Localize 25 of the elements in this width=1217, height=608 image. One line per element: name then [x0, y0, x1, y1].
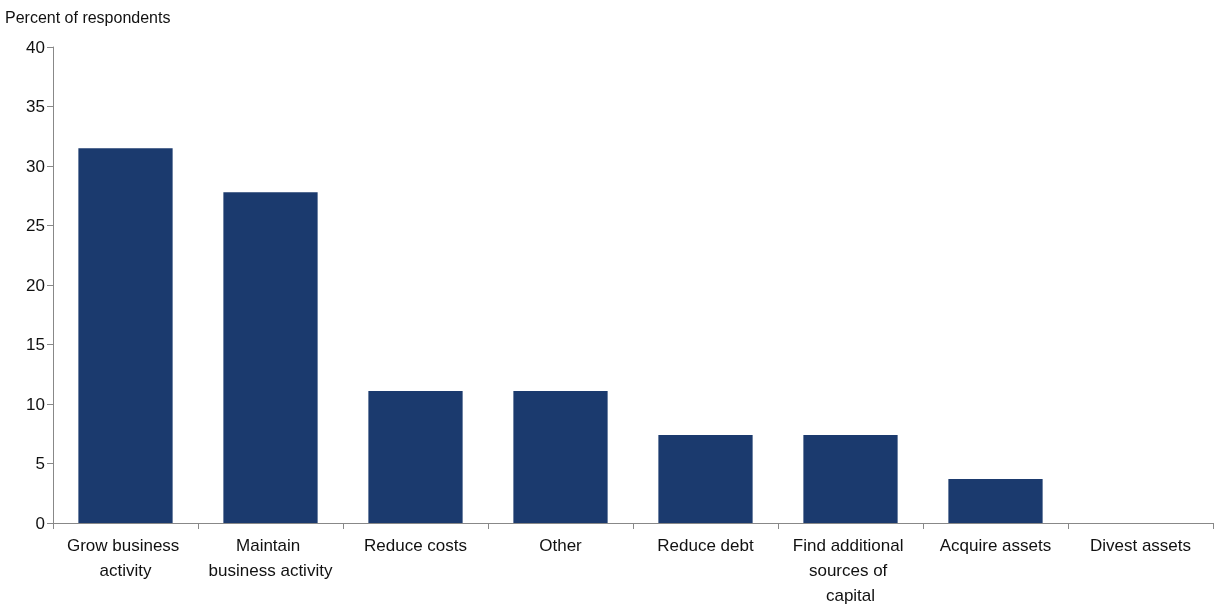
x-tick-label: Acquire assets	[939, 536, 1052, 555]
x-tick-label: Find additional sources of capital	[792, 536, 909, 605]
x-tick-label: Reduce costs	[364, 536, 467, 555]
bar	[223, 192, 318, 523]
y-tick-label: 20	[26, 275, 45, 295]
x-tick-label: Divest assets	[1089, 536, 1192, 555]
y-tick-label: 30	[26, 156, 45, 176]
y-axis-title: Percent of respondents	[5, 8, 171, 26]
bar	[803, 434, 898, 523]
bar	[658, 434, 753, 523]
x-tick-label: Grow business activity	[66, 536, 185, 580]
y-tick-label: 10	[26, 394, 45, 414]
bar	[78, 148, 173, 523]
bar	[513, 390, 608, 523]
y-tick-label: 5	[35, 454, 45, 473]
x-tick-label: Maintain business activity	[208, 536, 333, 580]
bar	[368, 390, 463, 523]
x-tick-label: Other	[539, 536, 583, 555]
y-tick-label: 0	[35, 513, 45, 533]
y-tick-label: 15	[26, 335, 45, 354]
y-tick-label: 40	[26, 37, 45, 57]
x-tick-label: Reduce debt	[657, 536, 754, 555]
y-tick-label: 25	[26, 216, 45, 235]
bar	[948, 478, 1043, 523]
y-tick-label: 35	[26, 97, 45, 116]
